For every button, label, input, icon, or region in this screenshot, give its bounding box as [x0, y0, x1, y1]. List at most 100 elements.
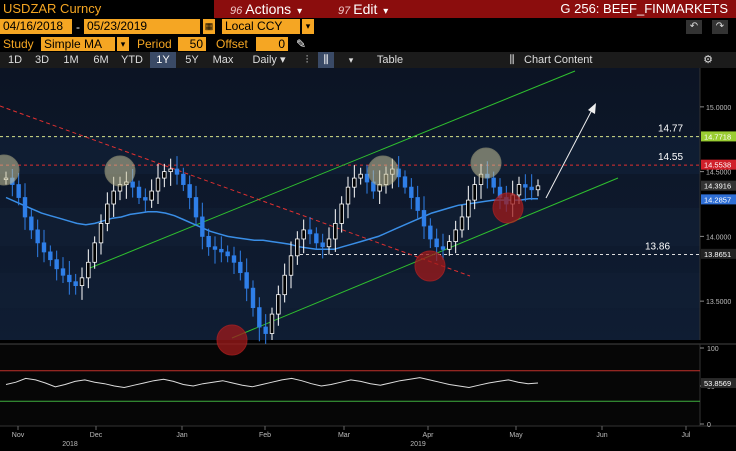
forward-arrow-icon[interactable]: ↷ — [712, 20, 728, 34]
oscillator-line — [5, 377, 539, 389]
price-chart[interactable]: 15.0000 14.5000 14.0000 13.5000 Nov Dec Jan Feb… — [0, 68, 736, 448]
back-arrow-icon[interactable]: ↶ — [686, 20, 702, 34]
candle — [130, 181, 135, 188]
projection-arrowhead — [588, 103, 596, 114]
peak-highlight — [367, 155, 399, 187]
candle — [453, 229, 458, 242]
range-ytd[interactable]: YTD — [121, 54, 143, 66]
downtrend-line — [0, 105, 471, 277]
start-date-input[interactable]: 04/16/2018 — [0, 19, 72, 34]
candle — [250, 287, 256, 309]
candle — [301, 229, 306, 240]
price-tag: 14.5538 — [701, 159, 736, 170]
edit-menu-label: Edit — [353, 1, 378, 17]
candle — [174, 168, 180, 175]
candle — [320, 242, 325, 248]
candle — [314, 233, 319, 244]
edit-menu-number: 97 — [338, 5, 351, 17]
range-3d[interactable]: 3D — [34, 54, 50, 66]
study-select[interactable]: Simple MA — [41, 37, 115, 51]
period-input[interactable]: 50 — [178, 37, 206, 51]
range-1m[interactable]: 1M — [63, 54, 79, 66]
time-tick-label: Mar — [338, 432, 351, 439]
time-tick-label: Nov — [12, 432, 25, 439]
actions-menu[interactable]: 96 Actions ▾ — [230, 0, 302, 18]
candle — [105, 203, 110, 224]
price-tag-box — [701, 131, 736, 142]
edit-menu[interactable]: 97 Edit ▾ — [338, 0, 388, 18]
candle — [16, 184, 21, 198]
range-1y[interactable]: 1Y — [150, 52, 176, 68]
study-label: Study — [3, 37, 34, 51]
time-tick-label: Jul — [682, 432, 691, 439]
currency-dropdown-icon[interactable]: ▾ — [302, 19, 314, 34]
date-separator: - — [76, 20, 80, 34]
candle — [60, 268, 66, 276]
time-tick-label: Dec — [90, 432, 103, 439]
candle — [67, 274, 72, 283]
candle-type-icon[interactable]: ⫶ — [305, 54, 309, 66]
price-tag-label: 14.5538 — [704, 161, 731, 170]
year-label: 2018 — [62, 441, 78, 448]
range-5y[interactable]: 5Y — [185, 54, 199, 66]
study-row: Study Simple MA ▾ Period 50 Offset 0 ✎ — [0, 36, 736, 52]
candle — [326, 238, 332, 248]
candle — [282, 274, 287, 296]
level-annotation: 14.77 — [658, 124, 683, 135]
price-tag: 14.7718 — [701, 131, 736, 142]
bar-style-icon[interactable]: ⫼ — [318, 52, 334, 68]
gear-icon[interactable]: ⚙ — [703, 54, 713, 66]
candle — [73, 281, 78, 286]
candle — [333, 223, 338, 240]
candle — [529, 186, 534, 191]
candle — [54, 259, 59, 270]
oscillator-panel — [0, 344, 700, 426]
function-title: G 256: BEEF_FINMARKETS — [560, 1, 728, 16]
oscillator-tick-label: 100 — [707, 346, 719, 353]
study-dropdown-icon[interactable]: ▾ — [117, 37, 129, 51]
offset-input[interactable]: 0 — [256, 37, 288, 51]
candle — [440, 246, 446, 250]
edit-dropdown-icon: ▾ — [383, 6, 389, 17]
price-tag-box — [701, 180, 736, 191]
pencil-icon[interactable]: ✎ — [296, 37, 307, 51]
calendar-icon[interactable]: ▦ — [203, 19, 215, 34]
currency-select[interactable]: Local CCY — [222, 19, 300, 34]
candle — [295, 238, 300, 257]
frequency-label: Daily — [252, 54, 277, 66]
trough-highlight — [414, 250, 446, 282]
candle — [22, 197, 28, 218]
table-button[interactable]: Table — [376, 54, 404, 66]
chart-content-button[interactable]: Chart Content — [524, 54, 593, 66]
candle — [225, 251, 230, 257]
end-date-input[interactable]: 05/23/2019 — [84, 19, 200, 34]
level-annotation: 14.55 — [658, 152, 683, 163]
actions-menu-label: Actions — [245, 1, 292, 17]
price-tick-label: 13.5000 — [706, 299, 731, 306]
candle — [187, 184, 192, 198]
style-dropdown-icon[interactable]: ▾ — [348, 55, 354, 65]
range-max[interactable]: Max — [212, 54, 234, 66]
channel-upper-line — [89, 70, 576, 269]
candle — [193, 197, 199, 218]
candle — [168, 168, 173, 173]
candle — [155, 177, 161, 192]
candle — [41, 242, 47, 253]
candle — [238, 261, 243, 274]
candle — [358, 173, 363, 179]
level-annotation: 13.86 — [645, 242, 670, 253]
price-tag-box — [701, 194, 736, 205]
price-tick-label: 14.0000 — [706, 234, 731, 241]
candle — [35, 229, 40, 244]
range-1d[interactable]: 1D — [7, 54, 23, 66]
time-tick-label: Jan — [176, 432, 187, 439]
security-ticker[interactable]: USDZAR Curncy — [0, 0, 214, 18]
price-tick-label: 15.0000 — [706, 105, 731, 112]
candle — [212, 246, 218, 250]
candle — [402, 176, 408, 188]
candle — [466, 199, 471, 218]
candle — [98, 223, 104, 244]
frequency-select[interactable]: Daily ▾ — [252, 54, 286, 66]
candle — [535, 185, 541, 191]
range-6m[interactable]: 6M — [93, 54, 109, 66]
